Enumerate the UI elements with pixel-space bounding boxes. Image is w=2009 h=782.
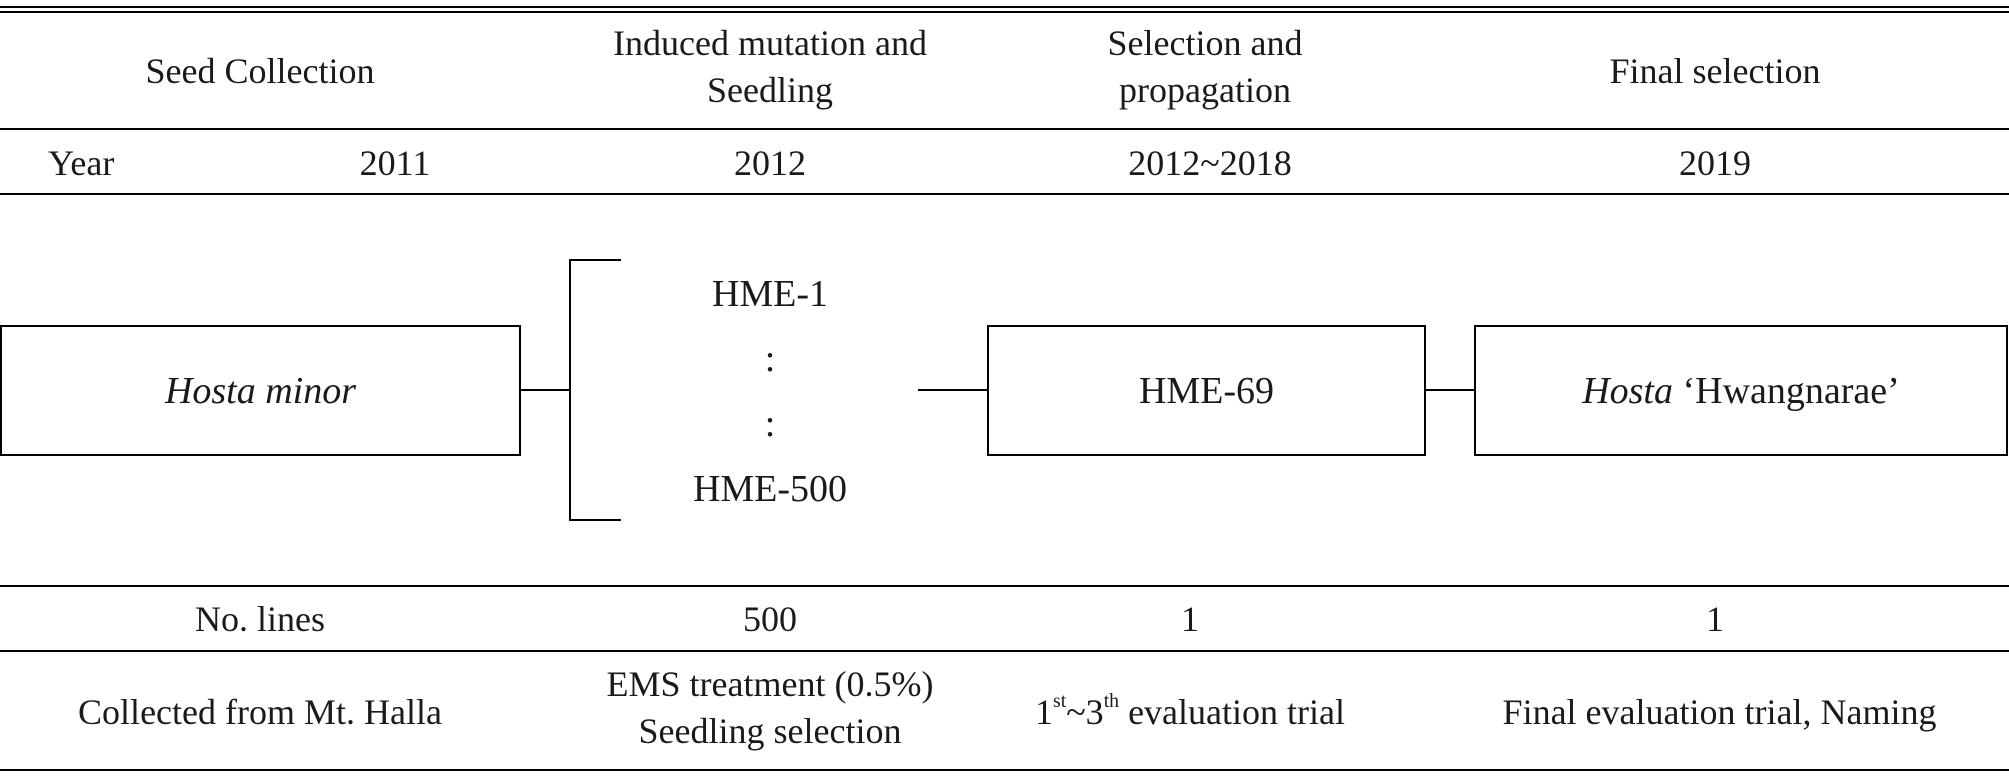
top-rule-outer: [0, 6, 2009, 8]
header-induced-mutation-line2: Seedling: [707, 69, 833, 110]
hme-69-box: HME-69: [987, 325, 1426, 456]
note-final-evaluation: Final evaluation trial, Naming: [1502, 692, 1937, 732]
year-label: Year: [48, 143, 115, 183]
header-final-selection: Final selection: [1609, 51, 1821, 91]
line-hme-500: HME-500: [692, 468, 848, 510]
year-2012-2018: 2012~2018: [1128, 143, 1292, 183]
year-2012: 2012: [734, 143, 806, 183]
note-collected: Collected from Mt. Halla: [78, 692, 442, 732]
year-2019: 2019: [1679, 143, 1751, 183]
bracket-top-tick: [569, 259, 621, 261]
header-bottom-rule: [0, 128, 2009, 130]
bracket-bottom-tick: [569, 519, 621, 521]
header-induced-mutation: Induced mutation and Seedling: [530, 20, 1010, 114]
final-genus: Hosta: [1582, 369, 1673, 412]
header-selection-line1: Selection and: [1107, 23, 1303, 63]
bottom-rule: [0, 769, 2009, 771]
note-ems-line2: Seedling selection: [638, 710, 902, 751]
connector-lines-to-hme69: [918, 389, 988, 391]
final-cultivar: ‘Hwangnarae’: [1682, 369, 1900, 412]
lines-1-final: 1: [1706, 599, 1724, 639]
note-ems: EMS treatment (0.5%) Seedling selection: [520, 661, 1020, 755]
line-dots-2: :: [764, 403, 776, 445]
note-trial-text: evaluation trial: [1119, 692, 1345, 732]
header-seed-collection: Seed Collection: [145, 51, 375, 91]
note-trial-sup-th: th: [1103, 690, 1120, 713]
note-trial-sup-st: st: [1053, 690, 1067, 713]
note-ems-line1: EMS treatment (0.5%): [606, 664, 934, 704]
connector-minor-bracket: [521, 389, 570, 391]
lines-label: No. lines: [195, 599, 325, 639]
diagram-bottom-rule: [0, 585, 2009, 587]
line-hme-1: HME-1: [711, 273, 829, 315]
top-rule-inner: [0, 11, 2009, 13]
hosta-minor-box: Hosta minor: [0, 325, 521, 456]
bracket-vertical: [569, 259, 571, 520]
hosta-minor-label: Hosta minor: [164, 369, 357, 412]
year-2011: 2011: [359, 143, 431, 183]
line-dots-1: :: [764, 338, 776, 380]
hosta-hwangnarae-box: Hosta ‘Hwangnarae’: [1474, 325, 2008, 456]
lines-1-selection: 1: [1181, 599, 1199, 639]
note-trial-first: 1: [1035, 692, 1053, 732]
lines-bottom-rule: [0, 650, 2009, 652]
hosta-hwangnarae-label: Hosta ‘Hwangnarae’: [1582, 369, 1900, 413]
header-selection-line2: propagation: [1119, 69, 1291, 110]
hme-69-label: HME-69: [1138, 369, 1275, 412]
header-selection-propagation: Selection and propagation: [1000, 20, 1410, 114]
lines-500: 500: [743, 599, 797, 639]
year-bottom-rule: [0, 193, 2009, 195]
note-evaluation-trial: 1st~3th evaluation trial: [990, 689, 1390, 736]
connector-hme69-final: [1426, 389, 1475, 391]
header-induced-mutation-line1: Induced mutation and: [613, 23, 927, 63]
note-trial-third: ~3: [1066, 692, 1104, 732]
